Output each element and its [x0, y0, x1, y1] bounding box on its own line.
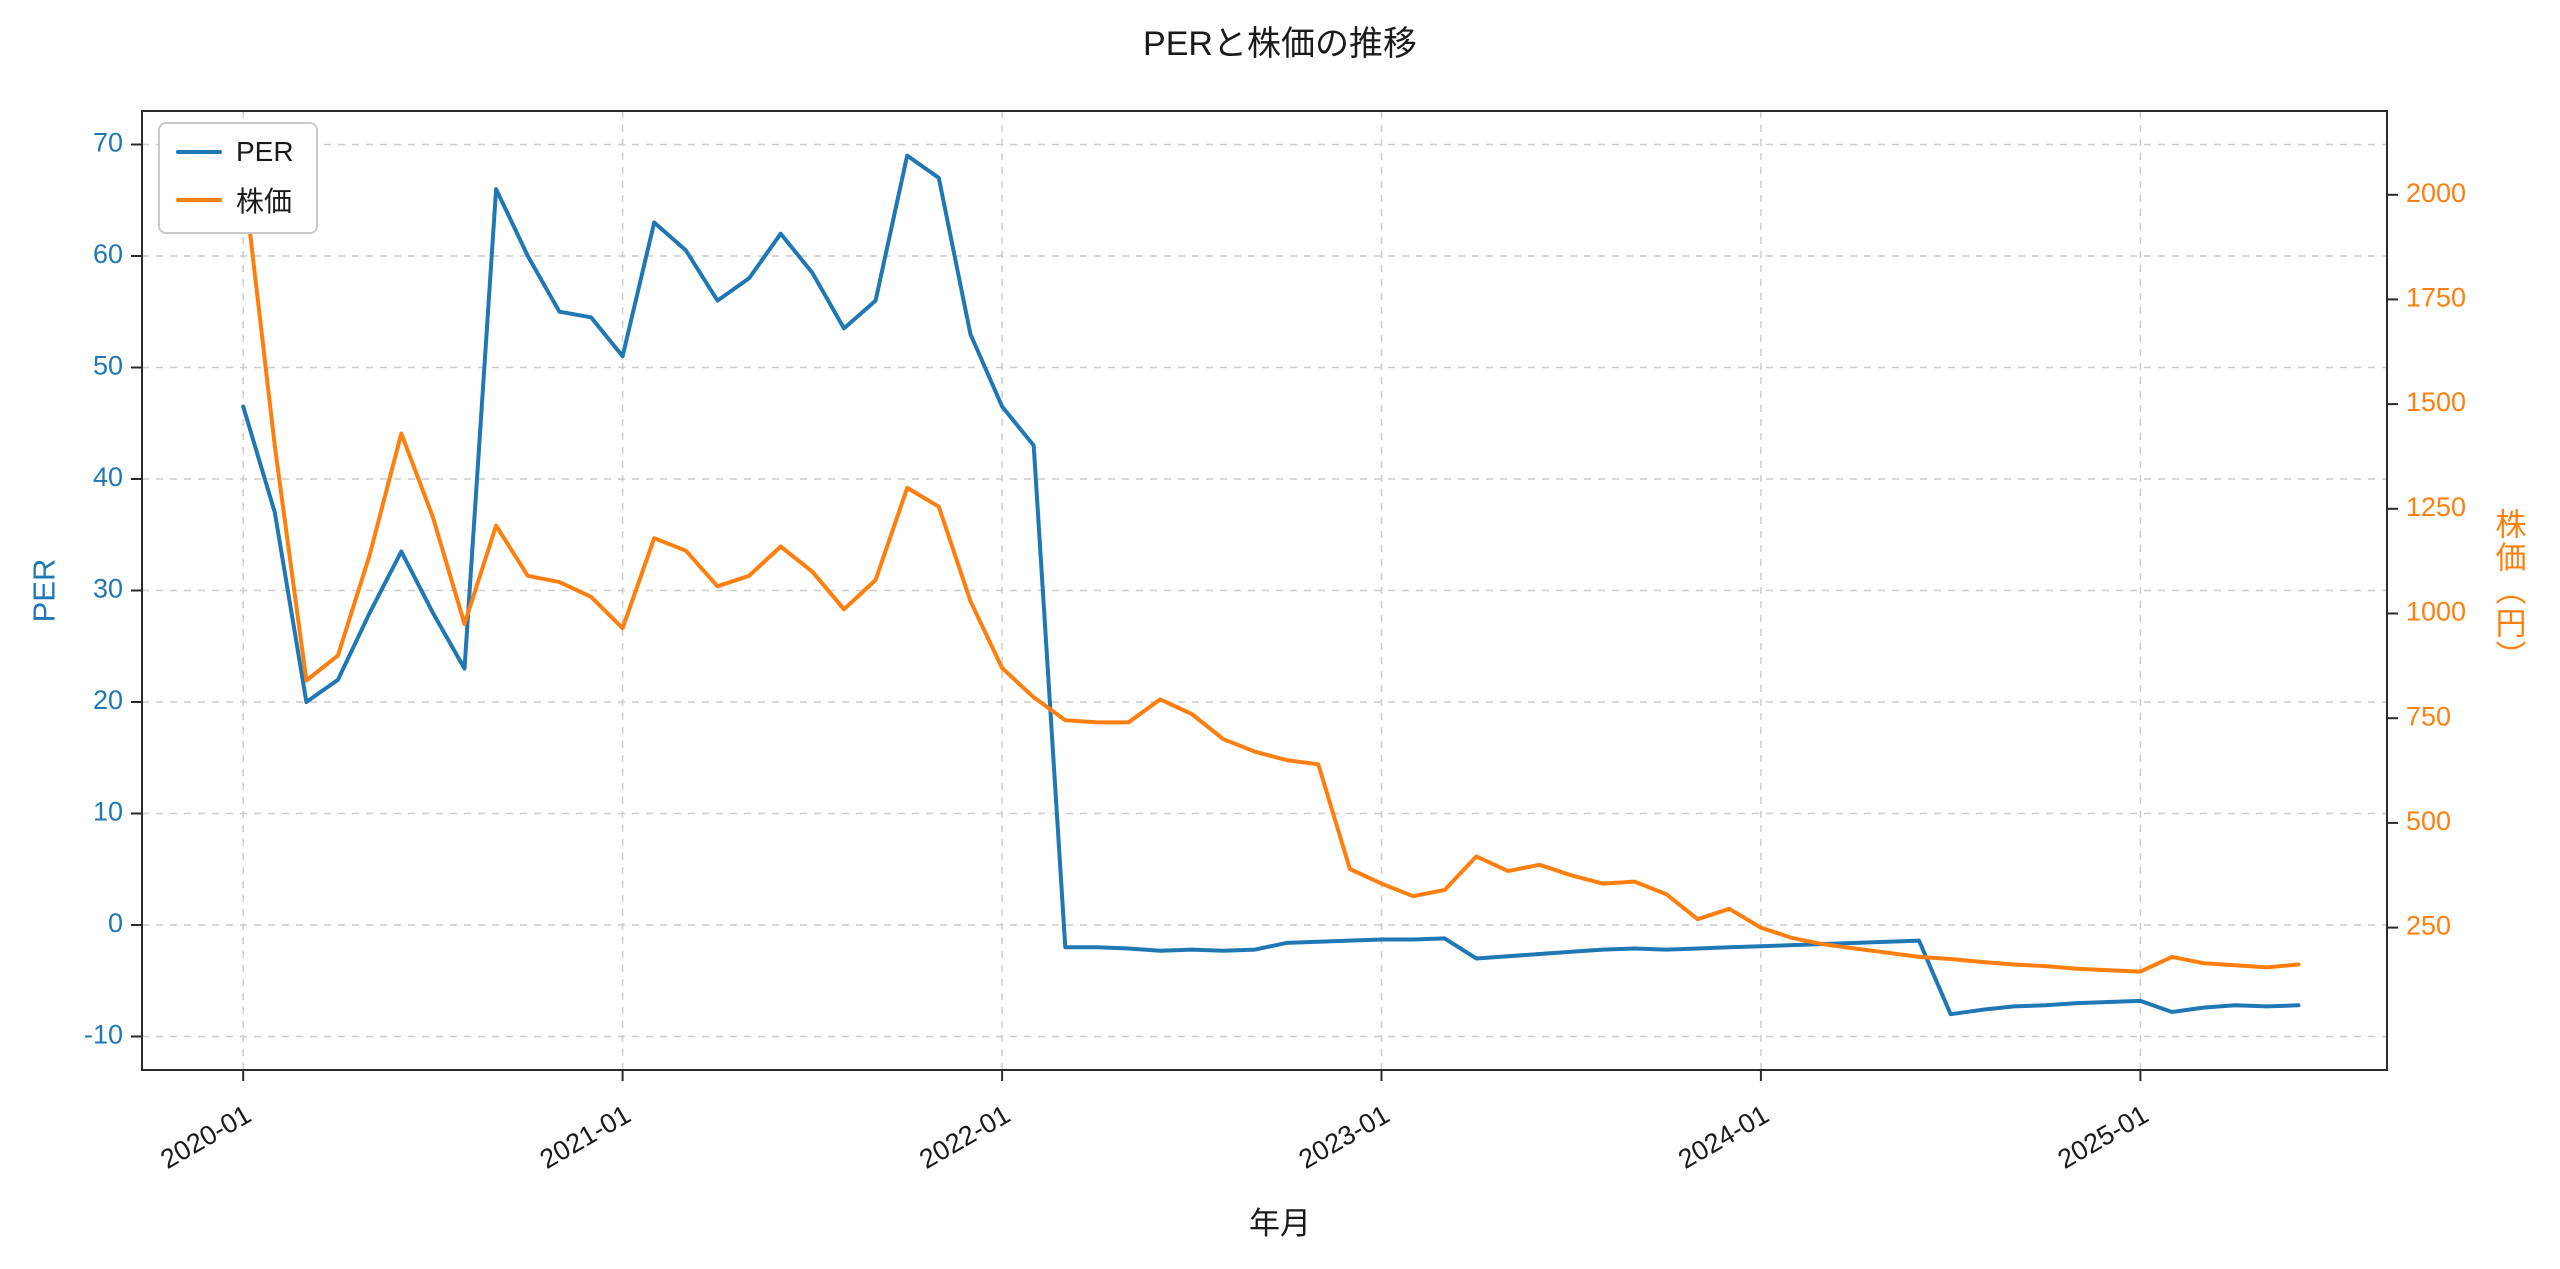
- left-tick-label: 70: [93, 128, 123, 158]
- legend-item-per: PER: [176, 136, 294, 168]
- left-tick-label: -10: [84, 1020, 123, 1050]
- legend-label-per: PER: [236, 136, 294, 167]
- left-tick-label: 50: [93, 351, 123, 381]
- right-tick-label: 500: [2406, 806, 2451, 836]
- legend-item-kabuka: 株価: [176, 180, 294, 220]
- left-tick-label: 20: [93, 685, 123, 715]
- left-axis-label: PER: [26, 558, 61, 623]
- per-line-series: [241, 153, 2301, 1017]
- left-tick-label: 60: [93, 239, 123, 269]
- per-line-swatch: [176, 150, 222, 154]
- right-tick-label: 1000: [2406, 597, 2466, 627]
- left-tick-label: 10: [93, 797, 123, 827]
- right-tick-label: 1750: [2406, 283, 2466, 313]
- x-tick-label: 2025-01: [2053, 1099, 2154, 1175]
- x-tick-label: 2022-01: [914, 1099, 1015, 1175]
- chart-title: PERと株価の推移: [1143, 25, 1417, 63]
- left-tick-label: 0: [108, 908, 123, 938]
- right-tick-label: 1500: [2406, 387, 2466, 417]
- x-axis-label: 年月: [1249, 1206, 1311, 1241]
- x-tick-label: 2023-01: [1294, 1099, 1395, 1175]
- left-tick-label: 30: [93, 574, 123, 604]
- x-tick-label: 2020-01: [155, 1099, 256, 1175]
- right-tick-label: 2000: [2406, 178, 2466, 208]
- x-tick-label: 2024-01: [1673, 1099, 1774, 1175]
- legend-label-kabuka: 株価: [236, 186, 293, 217]
- left-tick-label: 40: [93, 462, 123, 492]
- chart-legend: PER 株価: [158, 122, 318, 234]
- x-tick-label: 2021-01: [535, 1099, 636, 1175]
- right-axis-label: 株価（円）: [2490, 508, 2526, 673]
- kabuka-line-swatch: [176, 198, 222, 202]
- kabuka-line-series: [241, 171, 2301, 974]
- right-tick-label: 1250: [2406, 492, 2466, 522]
- right-tick-label: 250: [2406, 911, 2451, 941]
- right-tick-label: 750: [2406, 701, 2451, 731]
